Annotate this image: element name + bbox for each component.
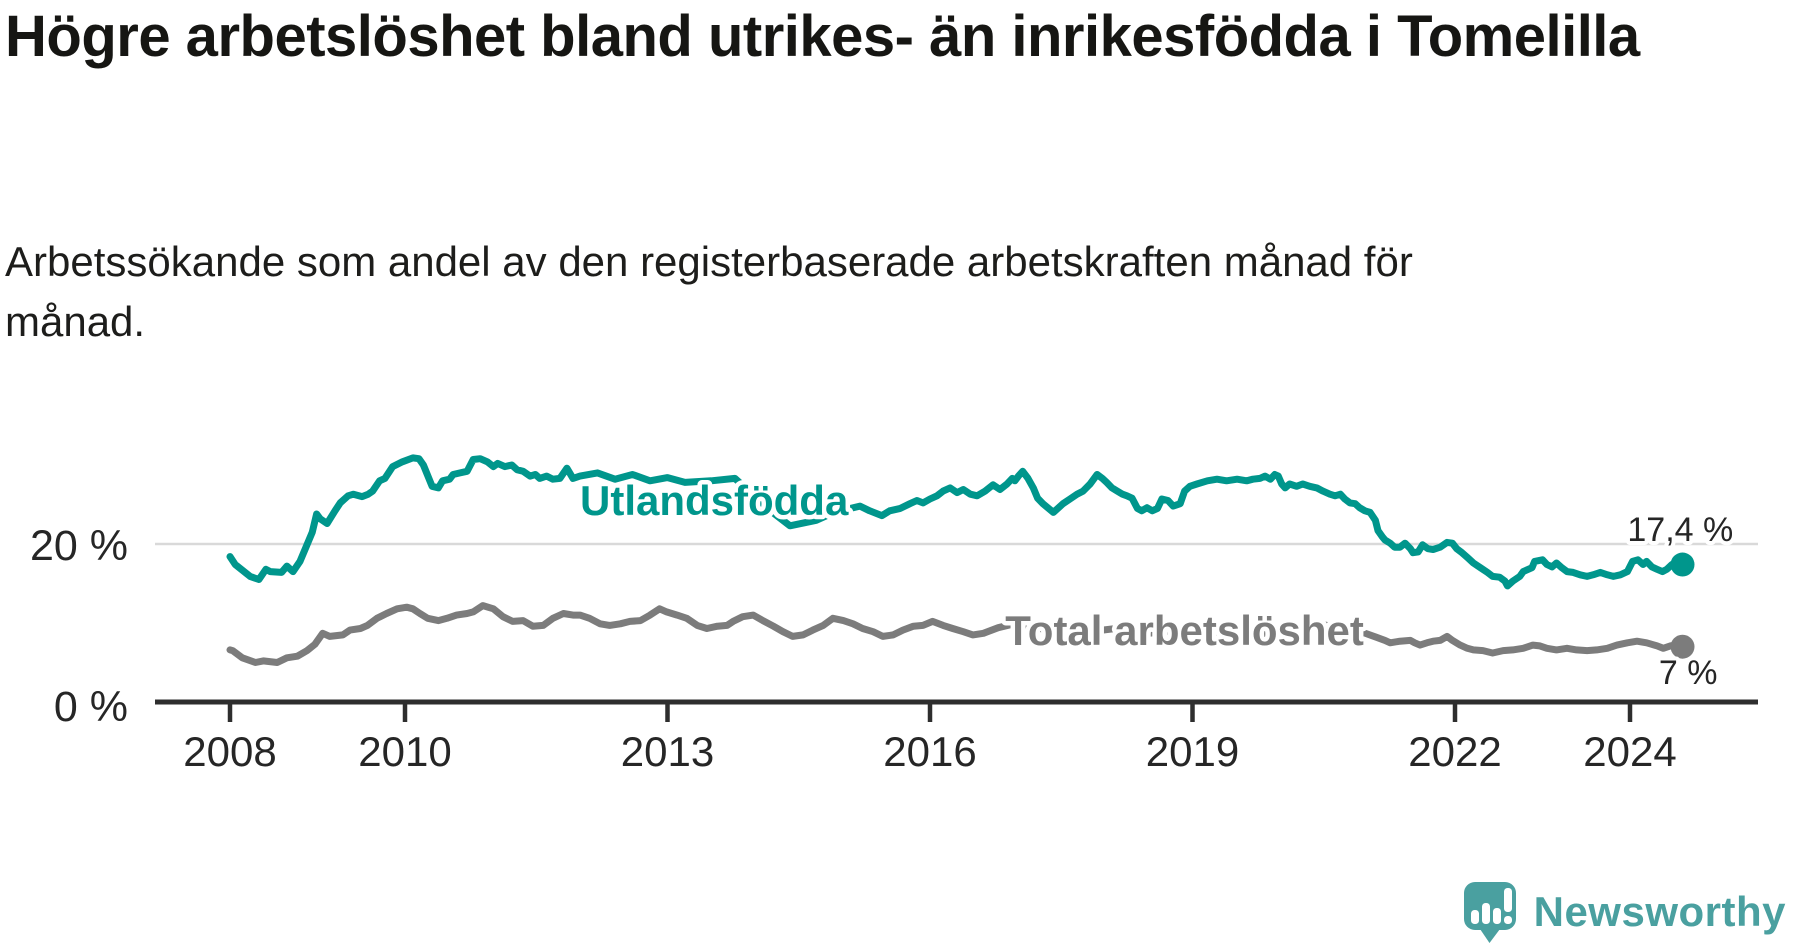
chart-subtitle: Arbetssökande som andel av den registerb… xyxy=(5,238,1413,346)
y-axis-label-0-percent: 0 % xyxy=(54,683,128,731)
page-title: Högre arbetslöshet bland utrikes- än inr… xyxy=(5,4,1640,69)
series-label-foreign-born: Utlandsfödda xyxy=(580,477,849,524)
y-axis-label-20-percent: 20 % xyxy=(30,522,128,570)
x-axis-label-2008: 2008 xyxy=(183,728,276,775)
series-line-total xyxy=(226,602,1686,666)
logo-bar-2 xyxy=(1481,903,1490,924)
x-axis-label-2016: 2016 xyxy=(883,728,976,775)
x-axis-label-2022: 2022 xyxy=(1408,728,1501,775)
end-value-label-total: 7 % xyxy=(1659,654,1718,692)
logo-bar-3 xyxy=(1492,908,1501,924)
end-value-label-foreign-born: 17,4 % xyxy=(1627,511,1733,549)
logo-exclamation-dot xyxy=(1503,916,1512,924)
logo-exclamation-bar xyxy=(1503,888,1512,912)
logo-text: Newsworthy xyxy=(1533,888,1786,935)
x-axis-label-2019: 2019 xyxy=(1146,728,1239,775)
series-line-foreign-born xyxy=(226,454,1686,590)
x-axis-label-2010: 2010 xyxy=(358,728,451,775)
newsworthy-logo: Newsworthy xyxy=(1462,880,1786,944)
x-axis-label-2024: 2024 xyxy=(1583,728,1676,775)
x-axis-label-2013: 2013 xyxy=(621,728,714,775)
series-end-dot-foreign-born xyxy=(1670,552,1695,577)
series-label-total: Total arbetslöshet xyxy=(1005,607,1364,654)
series-end-dot-total xyxy=(1670,634,1695,659)
newsworthy-speech-bubble-icon xyxy=(1463,882,1516,943)
logo-bar-1 xyxy=(1470,910,1479,924)
